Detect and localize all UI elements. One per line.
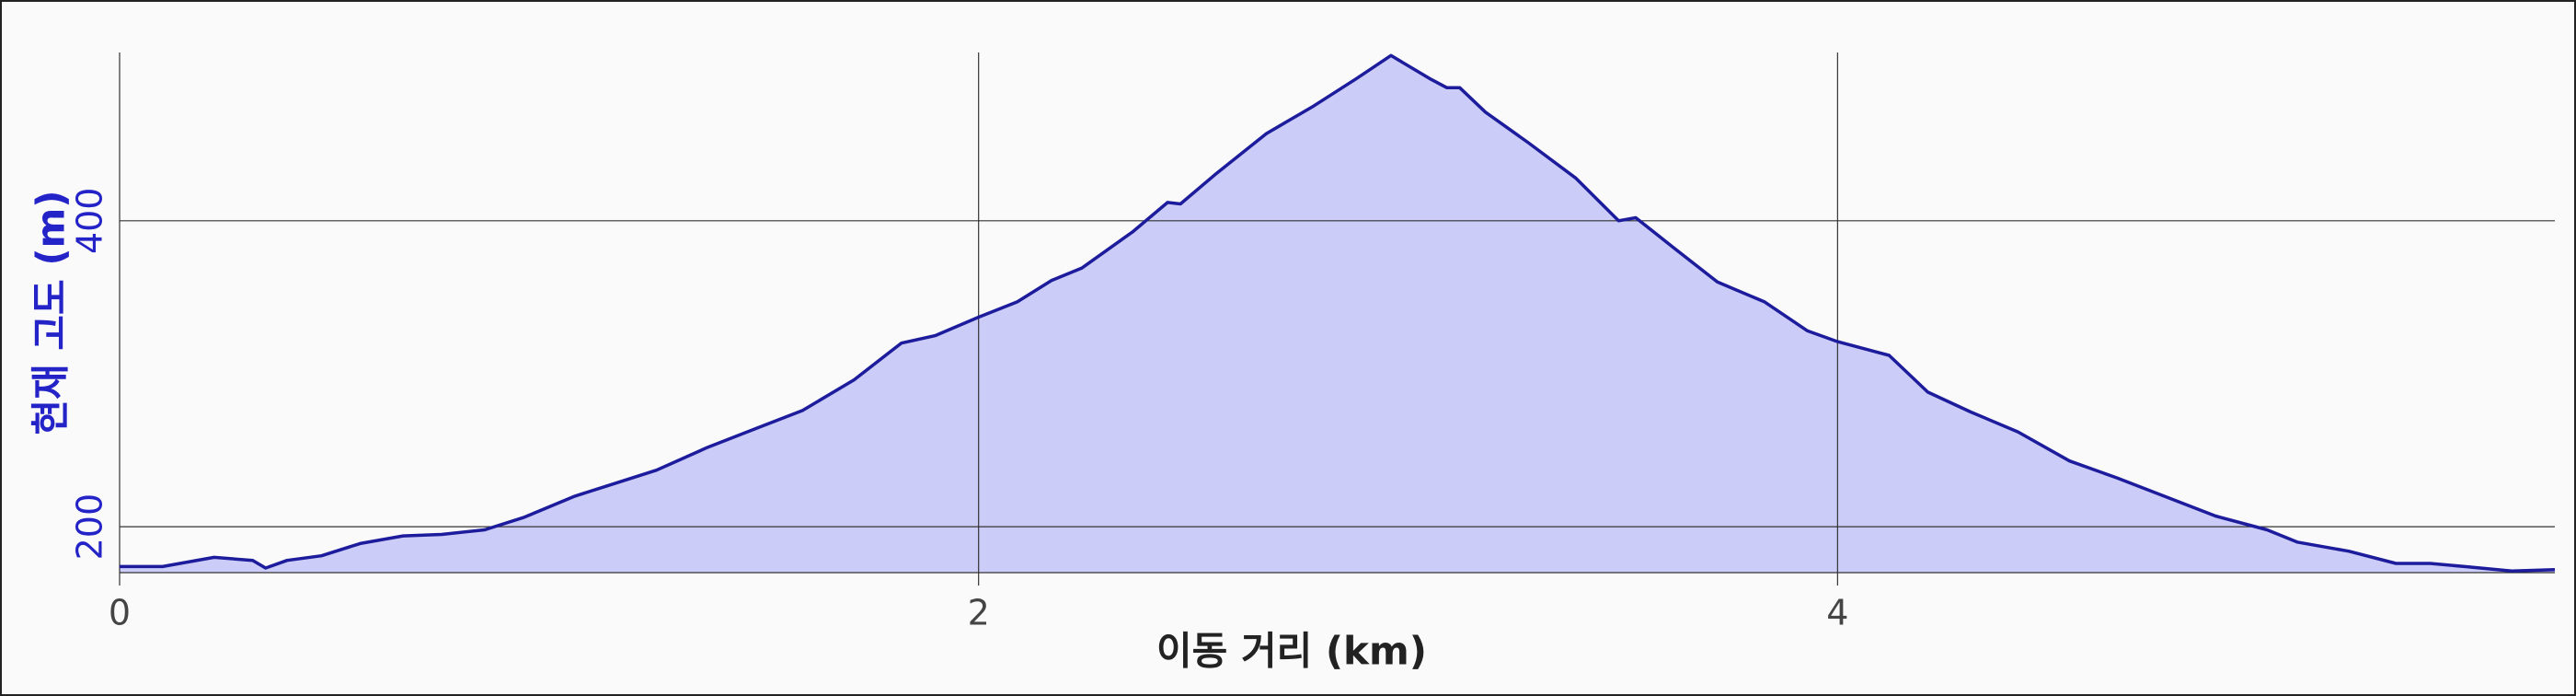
y-tick-label: 200 [70,493,110,561]
elevation-line [120,53,2556,574]
x-tick-label: 0 [109,593,131,633]
x-axis-title: 이동 거리 (km) [1156,629,1427,674]
y-tick-label: 400 [70,188,110,255]
x-tick-label: 4 [1826,593,1848,633]
area-fill [120,55,2555,574]
y-axis-title: 현재 고도 (m) [29,191,74,435]
x-tick-label: 2 [968,593,990,633]
